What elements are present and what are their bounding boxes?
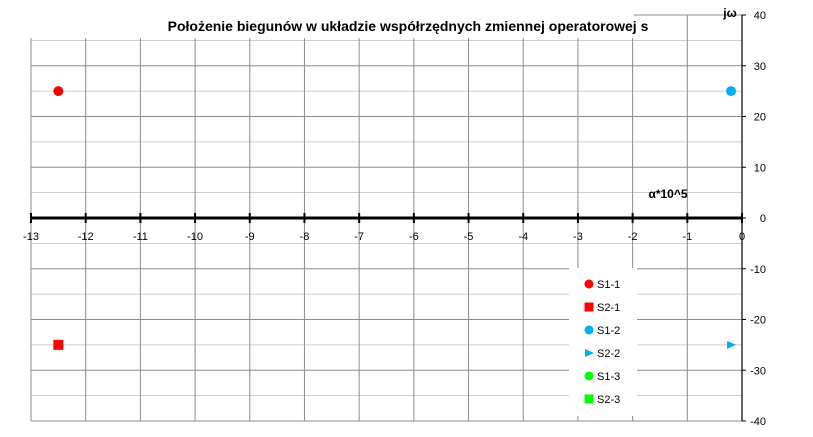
- data-points: [53, 86, 737, 350]
- legend-marker-s2-1: [584, 302, 594, 312]
- legend-box: [569, 268, 637, 416]
- x-tick-label: -1: [682, 231, 692, 243]
- y-tick-label: 30: [754, 61, 766, 73]
- x-tick-label: -13: [23, 231, 39, 243]
- legend-marker-s2-3: [584, 394, 594, 404]
- y-tick-label: -30: [750, 365, 766, 377]
- legend-label-s1-3: S1-3: [597, 371, 620, 383]
- x-tick-label: -11: [133, 231, 148, 243]
- axes: [30, 14, 746, 422]
- x-tick-label: -3: [573, 231, 583, 243]
- x-tick-label: -10: [187, 231, 203, 243]
- y-tick-label: -10: [750, 264, 766, 276]
- legend-label-s1-2: S1-2: [597, 325, 620, 337]
- legend: S1-1 S2-1 S1-2 S2-2 S1-3 S2-3: [569, 268, 637, 416]
- x-tick-label: -9: [245, 231, 255, 243]
- x-tick-labels: -13 -12 -11 -10 -9 -8 -7 -6 -5 -4 -3 -2 -1 0: [23, 231, 745, 243]
- data-point-s2-1: [53, 339, 64, 350]
- legend-marker-s1-1: [584, 279, 594, 289]
- legend-label-s2-1: S2-1: [597, 302, 620, 314]
- legend-label-s1-1: S1-1: [597, 279, 620, 291]
- x-tick-label: -8: [300, 231, 310, 243]
- x-tick-label: -7: [354, 231, 364, 243]
- y-tick-label: -20: [750, 315, 766, 327]
- chart-title: Położenie biegunów w układzie współrzędn…: [168, 18, 649, 34]
- y-tick-label: 0: [760, 213, 766, 225]
- data-point-s1-1: [53, 86, 64, 97]
- legend-marker-s2-2: [585, 349, 594, 357]
- data-point-s1-2: [726, 86, 737, 97]
- minor-gridlines: [31, 39, 742, 397]
- y-tick-label: 40: [754, 10, 766, 22]
- x-tick-label: 0: [739, 231, 745, 243]
- x-tick-label: -2: [628, 231, 638, 243]
- y-axis-label: jω: [722, 6, 736, 20]
- y-tick-labels: -40 -30 -20 -10 0 10 20 30 40: [750, 10, 766, 428]
- x-tick-label: -12: [78, 231, 94, 243]
- y-tick-label: 20: [754, 112, 766, 124]
- legend-label-s2-2: S2-2: [597, 348, 620, 360]
- title-background: [4, 4, 634, 38]
- legend-label-s2-3: S2-3: [597, 394, 620, 406]
- legend-marker-s1-3: [584, 371, 594, 381]
- x-axis-label: α*10^5: [648, 187, 687, 201]
- y-tick-label: 10: [754, 162, 766, 174]
- x-tick-label: -6: [409, 231, 419, 243]
- y-tick-label: -40: [750, 416, 766, 428]
- x-tick-label: -5: [464, 231, 474, 243]
- data-point-s2-2: [727, 340, 737, 349]
- x-tick-label: -4: [518, 231, 528, 243]
- legend-marker-s1-2: [584, 325, 594, 335]
